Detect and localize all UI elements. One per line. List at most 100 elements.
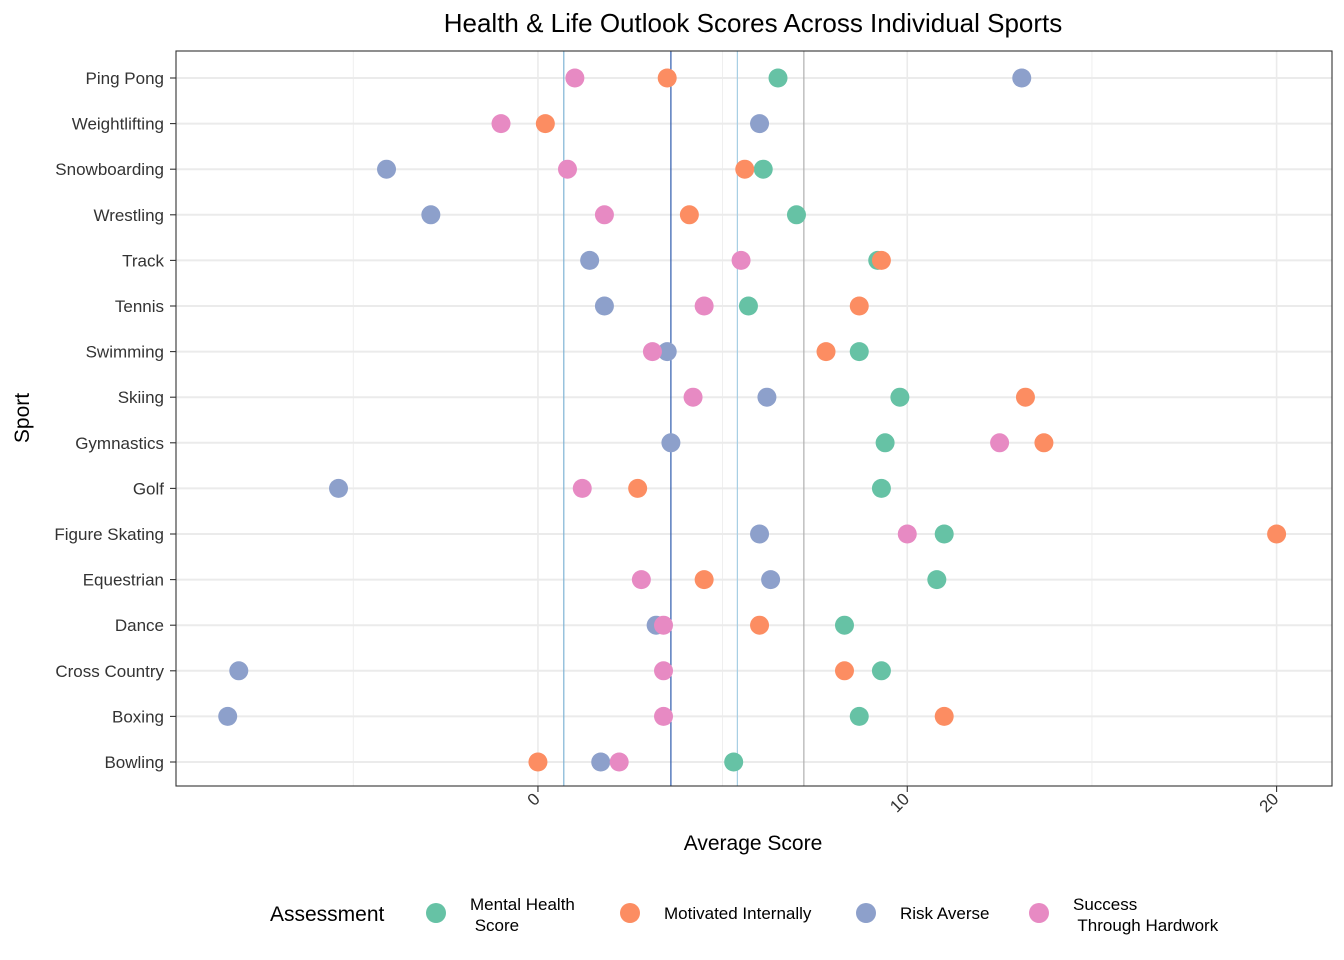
data-point [786, 205, 806, 225]
data-point [654, 615, 674, 635]
data-points [218, 68, 1287, 772]
data-point [661, 433, 681, 453]
y-tick-label: Wrestling [93, 206, 164, 225]
legend-items: Mental Health Score Motivated Internally R… [426, 895, 1219, 935]
data-point [628, 478, 648, 498]
x-axis: 0 10 20 [524, 786, 1283, 816]
x-axis-title: Average Score [684, 832, 823, 855]
y-tick-label: Cross Country [55, 662, 164, 681]
y-tick-label: Bowling [104, 753, 164, 772]
data-point [768, 68, 788, 88]
data-point [927, 570, 947, 590]
y-tick-label: Ping Pong [86, 69, 164, 88]
data-point [934, 706, 954, 726]
y-tick-label: Boxing [112, 707, 164, 726]
data-point [528, 752, 548, 772]
major-gridlines [176, 51, 1332, 786]
data-point [1012, 68, 1032, 88]
legend-title: Assessment [270, 903, 385, 926]
data-point [834, 661, 854, 681]
data-point [377, 159, 397, 179]
legend: Assessment Mental Health Score Motivated … [270, 895, 1219, 935]
data-point [683, 387, 703, 407]
legend-label: Through Hardwork [1073, 916, 1219, 935]
data-point [609, 752, 629, 772]
y-tick-label: Tennis [115, 297, 164, 316]
data-point [871, 478, 891, 498]
data-point [757, 387, 777, 407]
data-point [871, 250, 891, 270]
data-point [491, 114, 511, 134]
legend-key [426, 903, 446, 923]
y-tick-label: Dance [115, 616, 164, 635]
data-point [875, 433, 895, 453]
data-point [557, 159, 577, 179]
data-point [565, 68, 585, 88]
data-point [834, 615, 854, 635]
data-point [654, 661, 674, 681]
y-tick-label: Gymnastics [75, 434, 164, 453]
y-axis: Bowling Boxing Cross Country Dance Equestria… [54, 69, 176, 772]
legend-label: Success [1073, 895, 1137, 914]
data-point [735, 159, 755, 179]
data-point [731, 250, 751, 270]
y-tick-label: Swimming [86, 343, 164, 362]
legend-label: Mental Health [470, 895, 575, 914]
data-point [849, 342, 869, 362]
data-point [890, 387, 910, 407]
y-tick-label: Figure Skating [54, 525, 164, 544]
data-point [654, 706, 674, 726]
legend-key [620, 903, 640, 923]
y-axis-title: Sport [11, 393, 34, 443]
chart-title: Health & Life Outlook Scores Across Indi… [444, 8, 1063, 38]
data-point [694, 296, 714, 316]
legend-label: Motivated Internally [664, 904, 812, 923]
data-point [990, 433, 1010, 453]
panel-border [175, 50, 1333, 787]
legend-key [856, 903, 876, 923]
data-point [580, 250, 600, 270]
minor-gridlines [352, 51, 1093, 786]
data-point [724, 752, 744, 772]
data-point [657, 68, 677, 88]
data-point [572, 478, 592, 498]
plot-panel [175, 50, 1333, 787]
data-point [694, 570, 714, 590]
data-point [329, 478, 349, 498]
legend-label: Risk Averse [900, 904, 989, 923]
data-point [679, 205, 699, 225]
y-tick-label: Weightlifting [72, 115, 164, 134]
data-point [934, 524, 954, 544]
data-point [1267, 524, 1287, 544]
y-tick-label: Snowboarding [55, 160, 164, 179]
legend-label: Score [470, 916, 519, 935]
data-point [849, 706, 869, 726]
data-point [218, 706, 238, 726]
data-point [642, 342, 662, 362]
data-point [816, 342, 836, 362]
data-point [1034, 433, 1054, 453]
data-point [753, 159, 773, 179]
x-tick-label: 0 [524, 789, 544, 809]
data-point [849, 296, 869, 316]
legend-key [1029, 903, 1049, 923]
data-point [750, 524, 770, 544]
y-tick-label: Golf [133, 479, 164, 498]
data-point [229, 661, 249, 681]
y-tick-label: Equestrian [83, 571, 164, 590]
data-point [657, 342, 677, 362]
data-point [761, 570, 781, 590]
y-tick-label: Track [122, 251, 164, 270]
data-point [871, 661, 891, 681]
data-point [594, 205, 614, 225]
panel-background [176, 51, 1332, 786]
data-point [738, 296, 758, 316]
data-point [591, 752, 611, 772]
x-tick-label: 20 [1256, 789, 1283, 816]
data-point [594, 296, 614, 316]
data-point [1015, 387, 1035, 407]
y-tick-label: Skiing [118, 388, 164, 407]
data-point [631, 570, 651, 590]
